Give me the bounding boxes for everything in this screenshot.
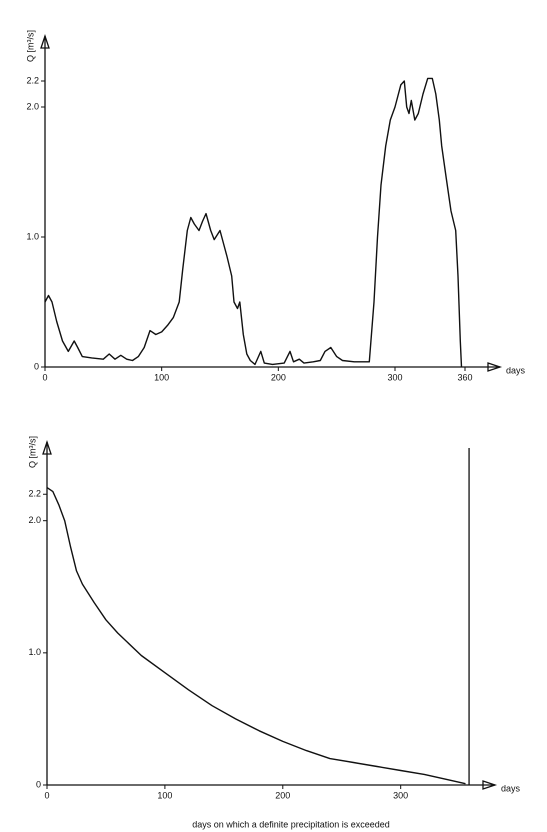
y-axis-label: Q [m³/s]: [25, 30, 35, 62]
x-tick-label: 300: [393, 790, 408, 800]
x-tick-label: 200: [271, 372, 286, 382]
y-tick-label: 1.0: [28, 647, 41, 657]
x-tick-label: 200: [275, 790, 290, 800]
x-tick-label: 100: [157, 790, 172, 800]
x-axis-label: days: [501, 783, 521, 793]
x-axis-label: days: [506, 365, 526, 375]
y-tick-label: 0: [34, 361, 39, 371]
x-tick-label: 360: [457, 372, 472, 382]
x-arrow: [482, 780, 498, 790]
x-tick-label: 100: [154, 372, 169, 382]
y-arrow: [42, 439, 52, 455]
y-axis-label: Q [m³/s]: [27, 436, 37, 468]
y-tick-label: 0: [36, 779, 41, 789]
y-tick-label: 2.0: [26, 101, 39, 111]
x-tick-label: 300: [387, 372, 402, 382]
x-tick-label: 0: [42, 372, 47, 382]
y-arrow: [40, 33, 50, 49]
data-line: [44, 77, 463, 368]
x-arrow: [487, 362, 503, 372]
y-tick-label: 2.2: [26, 75, 39, 85]
y-tick-label: 1.0: [26, 231, 39, 241]
y-tick-label: 2.0: [28, 515, 41, 525]
x-tick-label: 0: [44, 790, 49, 800]
caption: days on which a definite precipitation i…: [192, 819, 390, 829]
y-tick-label: 2.2: [28, 489, 41, 499]
data-line: [46, 487, 466, 785]
